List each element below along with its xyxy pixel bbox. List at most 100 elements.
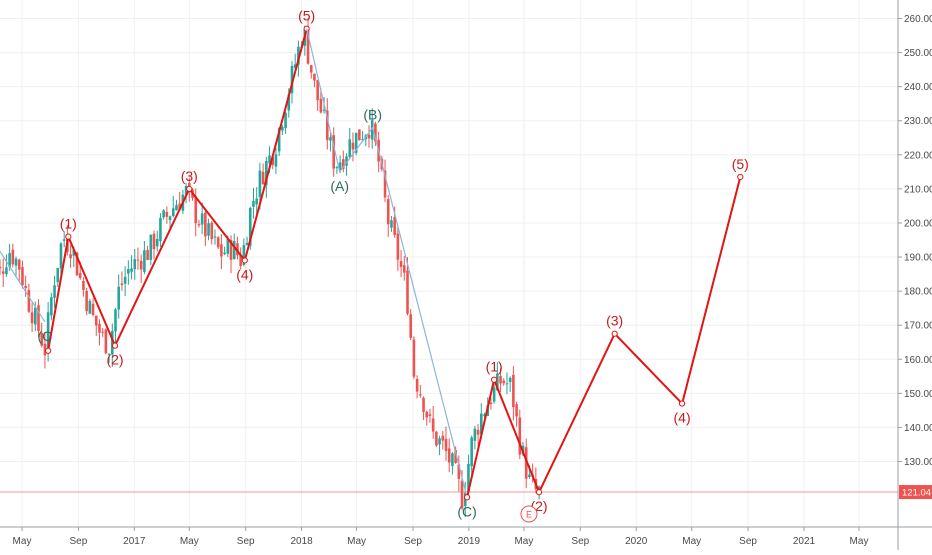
candle-body bbox=[444, 438, 448, 451]
elliott-wave-lines bbox=[0, 25, 898, 501]
candle-body bbox=[123, 276, 127, 284]
candle-body bbox=[406, 270, 409, 314]
candle-body bbox=[1, 271, 5, 274]
y-tick-label: 240.00 bbox=[904, 82, 932, 93]
candle-body bbox=[200, 213, 204, 225]
candle-body bbox=[165, 211, 169, 217]
candle-body bbox=[88, 300, 92, 314]
candle-body bbox=[175, 205, 178, 211]
candle-body bbox=[367, 134, 371, 139]
x-tick-label: 2018 bbox=[290, 536, 313, 547]
candle-body bbox=[46, 312, 50, 353]
candle-body bbox=[505, 383, 509, 385]
candle-body bbox=[441, 435, 445, 441]
candle-body bbox=[393, 216, 396, 235]
candle-body bbox=[98, 323, 101, 333]
candle-body bbox=[528, 474, 531, 478]
current-price-tag bbox=[899, 485, 932, 500]
candle-body bbox=[14, 258, 18, 266]
candle-body bbox=[325, 110, 329, 141]
candle-body bbox=[159, 217, 162, 242]
x-tick-label: 2020 bbox=[625, 536, 648, 547]
candle-body bbox=[290, 66, 294, 94]
grid bbox=[0, 0, 898, 527]
candle-body bbox=[146, 250, 149, 260]
wave-label-B: (B) bbox=[363, 107, 382, 123]
candle-body bbox=[204, 212, 207, 237]
wave-point bbox=[463, 494, 471, 501]
candle-body bbox=[329, 137, 332, 141]
wave-point bbox=[491, 376, 498, 383]
candle-body bbox=[319, 98, 323, 113]
candle-body bbox=[24, 285, 27, 288]
candle-body bbox=[425, 411, 429, 418]
y-tick-label: 170.00 bbox=[904, 321, 932, 332]
candle-body bbox=[252, 200, 255, 207]
wave-path-corrective-2018 bbox=[306, 28, 468, 498]
wave-label-A: (A) bbox=[330, 178, 349, 194]
candle-body bbox=[27, 289, 31, 312]
candle-body bbox=[313, 73, 316, 81]
candle-body bbox=[496, 373, 499, 391]
wave-label-2: (2) bbox=[106, 352, 123, 368]
x-tick-label: Sep bbox=[69, 536, 87, 547]
candle-body bbox=[216, 237, 220, 248]
candle-body bbox=[226, 238, 230, 254]
candle-body bbox=[473, 428, 477, 441]
wave-label-C: (C) bbox=[457, 503, 476, 519]
y-tick-label: 160.00 bbox=[904, 355, 932, 366]
candle-body bbox=[399, 261, 403, 267]
candle-body bbox=[17, 259, 21, 270]
current-price-label: 121.04 bbox=[902, 488, 931, 499]
y-tick-label: 130.00 bbox=[904, 457, 932, 468]
x-tick-label: 2019 bbox=[458, 536, 481, 547]
candle-body bbox=[338, 162, 342, 170]
x-tick-label: Sep bbox=[739, 536, 757, 547]
candle-body bbox=[524, 447, 528, 479]
y-tick-label: 250.00 bbox=[904, 48, 932, 59]
wave-path-corrective-2016 bbox=[0, 250, 46, 323]
candle-body bbox=[297, 46, 300, 65]
candle-body bbox=[40, 332, 44, 346]
candle-body bbox=[457, 464, 461, 479]
candle-body bbox=[277, 128, 281, 152]
candle-body bbox=[43, 343, 47, 356]
candle-body bbox=[117, 286, 121, 310]
candle-body bbox=[322, 109, 326, 111]
event-marker-icon bbox=[520, 505, 538, 523]
candle-body bbox=[412, 339, 416, 377]
y-tick-label: 210.00 bbox=[904, 184, 932, 195]
candle-body bbox=[361, 139, 364, 141]
candle-body bbox=[402, 265, 406, 273]
candle-body bbox=[348, 139, 352, 158]
candle-body bbox=[114, 309, 117, 332]
candle-body bbox=[396, 233, 400, 260]
candle-body bbox=[229, 239, 233, 260]
candle-body bbox=[284, 112, 287, 129]
candle-body bbox=[512, 374, 515, 408]
candle-body bbox=[428, 414, 432, 416]
candle-body bbox=[30, 312, 34, 324]
candle-body bbox=[21, 267, 24, 286]
candle-body bbox=[483, 414, 486, 417]
candle-body bbox=[335, 167, 339, 169]
candle-body bbox=[53, 285, 56, 298]
y-tick-label: 220.00 bbox=[904, 150, 932, 161]
x-tick-label: May bbox=[514, 536, 533, 547]
candle-body bbox=[223, 252, 226, 254]
candle-body bbox=[101, 331, 104, 333]
candle-body bbox=[492, 387, 496, 402]
candle-body bbox=[72, 249, 76, 256]
candle-body bbox=[409, 314, 413, 338]
candle-body bbox=[306, 28, 310, 64]
candle-body bbox=[518, 417, 522, 455]
candle-body bbox=[149, 234, 153, 260]
wave-label-3: (3) bbox=[181, 168, 198, 184]
candle-body bbox=[255, 198, 258, 205]
candle-body bbox=[508, 377, 512, 383]
x-tick-label: Sep bbox=[404, 536, 422, 547]
x-tick-label: 2021 bbox=[793, 536, 816, 547]
candle-body bbox=[370, 120, 374, 140]
